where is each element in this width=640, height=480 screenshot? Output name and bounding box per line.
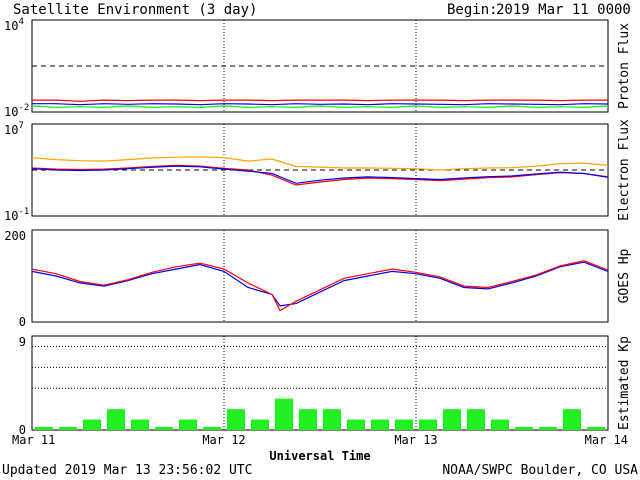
kp-bar — [443, 409, 461, 430]
x-tick-label: Mar 14 — [585, 433, 628, 447]
proton-flux-y-tick-label: 10-2 — [4, 103, 29, 119]
kp-bar — [203, 426, 221, 430]
kp-y-tick-label: 0 — [19, 423, 26, 437]
kp-bar — [395, 419, 413, 430]
electron-flux-y-tick-label: 107 — [4, 121, 24, 137]
electron-flux-series-blue — [31, 165, 609, 184]
proton-flux-y-label: Proton Flux — [617, 23, 632, 109]
kp-bar — [83, 419, 101, 430]
kp-bar — [227, 409, 245, 430]
kp-bar — [251, 419, 269, 430]
x-tick-label: Mar 11 — [12, 433, 55, 447]
proton-flux-series-red — [32, 99, 608, 102]
electron-flux-y-label: Electron Flux — [617, 119, 632, 221]
proton-flux-y-tick-label: 104 — [4, 17, 24, 33]
begin-value: 2019 Mar 11 0000 UTC — [496, 2, 640, 18]
kp-bar — [563, 409, 581, 430]
kp-bar — [275, 398, 293, 430]
grid-layer — [32, 20, 608, 430]
kp-bar — [35, 426, 53, 430]
begin-label: Begin: — [447, 2, 498, 18]
proton-flux-series-green — [31, 105, 609, 109]
goes-hp-panel — [31, 229, 609, 323]
kp-bar — [107, 409, 125, 430]
electron-flux-series-orange — [31, 156, 609, 171]
x-tick-label: Mar 12 — [202, 433, 245, 447]
kp-bar — [347, 419, 365, 430]
x-axis-title: Universal Time — [269, 449, 370, 463]
kp-panel — [31, 335, 609, 431]
goes-hp-series-blue — [31, 261, 609, 307]
x-tick-label: Mar 13 — [394, 433, 437, 447]
kp-bar — [491, 419, 509, 430]
labels-layer: 104 10-2 Proton Flux 107 10-1 Electron Flux 20… — [4, 17, 632, 447]
kp-bar — [515, 426, 533, 430]
kp-bar — [419, 419, 437, 430]
kp-y-tick-label: 9 — [19, 335, 26, 349]
kp-bar — [299, 409, 317, 430]
kp-bar — [59, 426, 77, 430]
marks-layer — [31, 99, 609, 430]
kp-bar — [587, 426, 605, 430]
kp-bar — [539, 426, 557, 430]
kp-bar — [179, 419, 197, 430]
credit-text: NOAA/SWPC Boulder, CO USA — [442, 463, 638, 478]
updated-text: Updated 2019 Mar 13 23:56:02 UTC — [2, 463, 252, 478]
kp-bar — [131, 419, 149, 430]
chart-title: Satellite Environment (3 day) — [13, 2, 257, 18]
goes-hp-y-label: GOES Hp — [617, 248, 632, 303]
kp-bar — [467, 409, 485, 430]
electron-flux-series-red — [31, 164, 609, 186]
proton-flux-series-blue — [32, 103, 609, 106]
kp-y-label: Estimated Kp — [617, 336, 632, 430]
kp-bar — [155, 426, 173, 430]
electron-flux-y-tick-label: 10-1 — [4, 207, 29, 223]
goes-hp-series-red — [31, 260, 609, 312]
goes-hp-y-tick-label: 200 — [4, 229, 26, 243]
kp-bar — [371, 419, 389, 430]
goes-hp-y-tick-label: 0 — [19, 315, 26, 329]
kp-bar — [323, 409, 341, 430]
